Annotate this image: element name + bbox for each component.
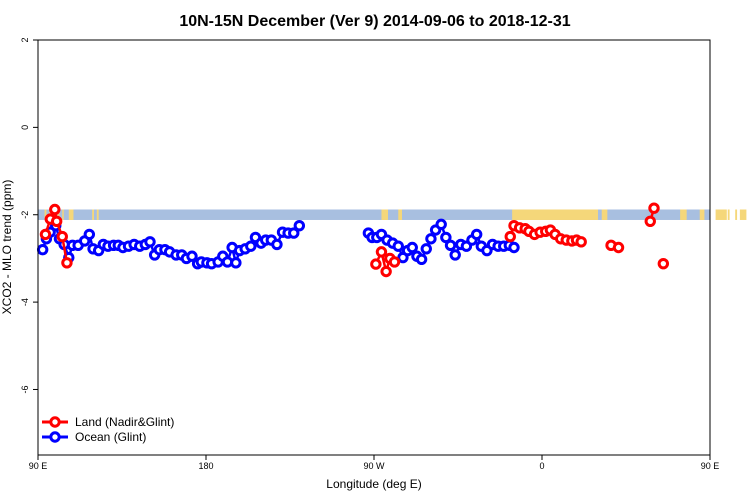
map-band-land bbox=[92, 209, 94, 220]
legend-land-label: Land (Nadir&Glint) bbox=[75, 415, 174, 429]
map-band-land bbox=[96, 209, 99, 220]
land-point bbox=[380, 265, 392, 278]
map-band-ocean bbox=[38, 209, 710, 220]
x-tick-label: 90 E bbox=[701, 461, 720, 471]
map-band-land bbox=[601, 209, 608, 220]
ocean-point bbox=[425, 233, 437, 245]
map-band-land bbox=[699, 209, 705, 220]
map-band-land bbox=[715, 209, 727, 220]
map-band-land bbox=[727, 209, 730, 220]
legend: Land (Nadir&Glint) Ocean (Glint) bbox=[42, 415, 174, 444]
chart-title: 10N-15N December (Ver 9) 2014-09-06 to 2… bbox=[179, 13, 570, 30]
ocean-point bbox=[245, 240, 257, 252]
land-point bbox=[612, 241, 625, 254]
legend-land-marker bbox=[49, 416, 61, 428]
ocean-point bbox=[293, 219, 306, 232]
y-tick-label: -6 bbox=[20, 385, 30, 393]
ocean-point bbox=[230, 257, 242, 269]
x-tick-label: 180 bbox=[198, 461, 213, 471]
land-point bbox=[61, 257, 73, 269]
land-series bbox=[39, 202, 670, 278]
map-band-land bbox=[398, 209, 402, 220]
land-point bbox=[575, 236, 587, 248]
ocean-series bbox=[36, 218, 520, 270]
y-tick-label: 0 bbox=[20, 125, 30, 130]
ocean-point bbox=[392, 240, 404, 252]
map-band-land bbox=[62, 209, 64, 220]
y-tick-label: -4 bbox=[20, 298, 30, 306]
land-point bbox=[49, 203, 61, 216]
land-point bbox=[388, 256, 401, 268]
y-tick-label: -2 bbox=[20, 211, 30, 219]
ocean-point bbox=[271, 238, 283, 251]
ocean-point bbox=[406, 241, 418, 254]
x-tick-label: 90 W bbox=[363, 461, 385, 471]
ocean-point bbox=[440, 231, 452, 244]
ocean-point bbox=[415, 253, 428, 265]
land-point bbox=[648, 202, 660, 214]
land-point bbox=[370, 258, 382, 270]
map-band-land bbox=[739, 209, 747, 220]
land-point bbox=[375, 246, 388, 258]
x-tick-label: 0 bbox=[539, 461, 544, 471]
ocean-point bbox=[186, 250, 198, 262]
map-band-land bbox=[512, 209, 598, 220]
map-band-land bbox=[735, 209, 738, 220]
land-point bbox=[644, 215, 656, 227]
map-band-land bbox=[58, 209, 60, 220]
ocean-point bbox=[449, 249, 461, 261]
legend-ocean-label: Ocean (Glint) bbox=[75, 430, 146, 444]
ocean-point bbox=[444, 239, 457, 252]
land-point bbox=[56, 230, 68, 243]
map-band-land bbox=[44, 209, 47, 220]
map-band-land bbox=[68, 209, 74, 220]
ocean-point bbox=[144, 236, 156, 248]
x-axis-label: Longitude (deg E) bbox=[326, 477, 421, 491]
y-axis-label: XCO2 - MLO trend (ppm) bbox=[0, 180, 14, 315]
ocean-point bbox=[420, 243, 432, 255]
legend-ocean-marker bbox=[49, 431, 61, 443]
land-point bbox=[39, 228, 52, 241]
y-tick-label: 2 bbox=[20, 37, 30, 42]
land-point bbox=[657, 257, 670, 270]
ocean-point bbox=[470, 228, 483, 241]
ocean-point bbox=[83, 228, 96, 241]
map-band-land bbox=[381, 209, 388, 220]
ocean-point bbox=[435, 218, 447, 231]
ocean-point bbox=[36, 243, 49, 256]
x-tick-label: 90 E bbox=[29, 461, 48, 471]
ocean-point bbox=[288, 227, 300, 239]
map-band bbox=[38, 209, 747, 220]
ocean-point bbox=[508, 241, 520, 254]
land-point bbox=[504, 230, 516, 243]
land-point bbox=[50, 215, 63, 227]
map-band-land bbox=[680, 209, 687, 220]
y-axis: 2 0 -2 -4 -6 bbox=[20, 37, 38, 393]
